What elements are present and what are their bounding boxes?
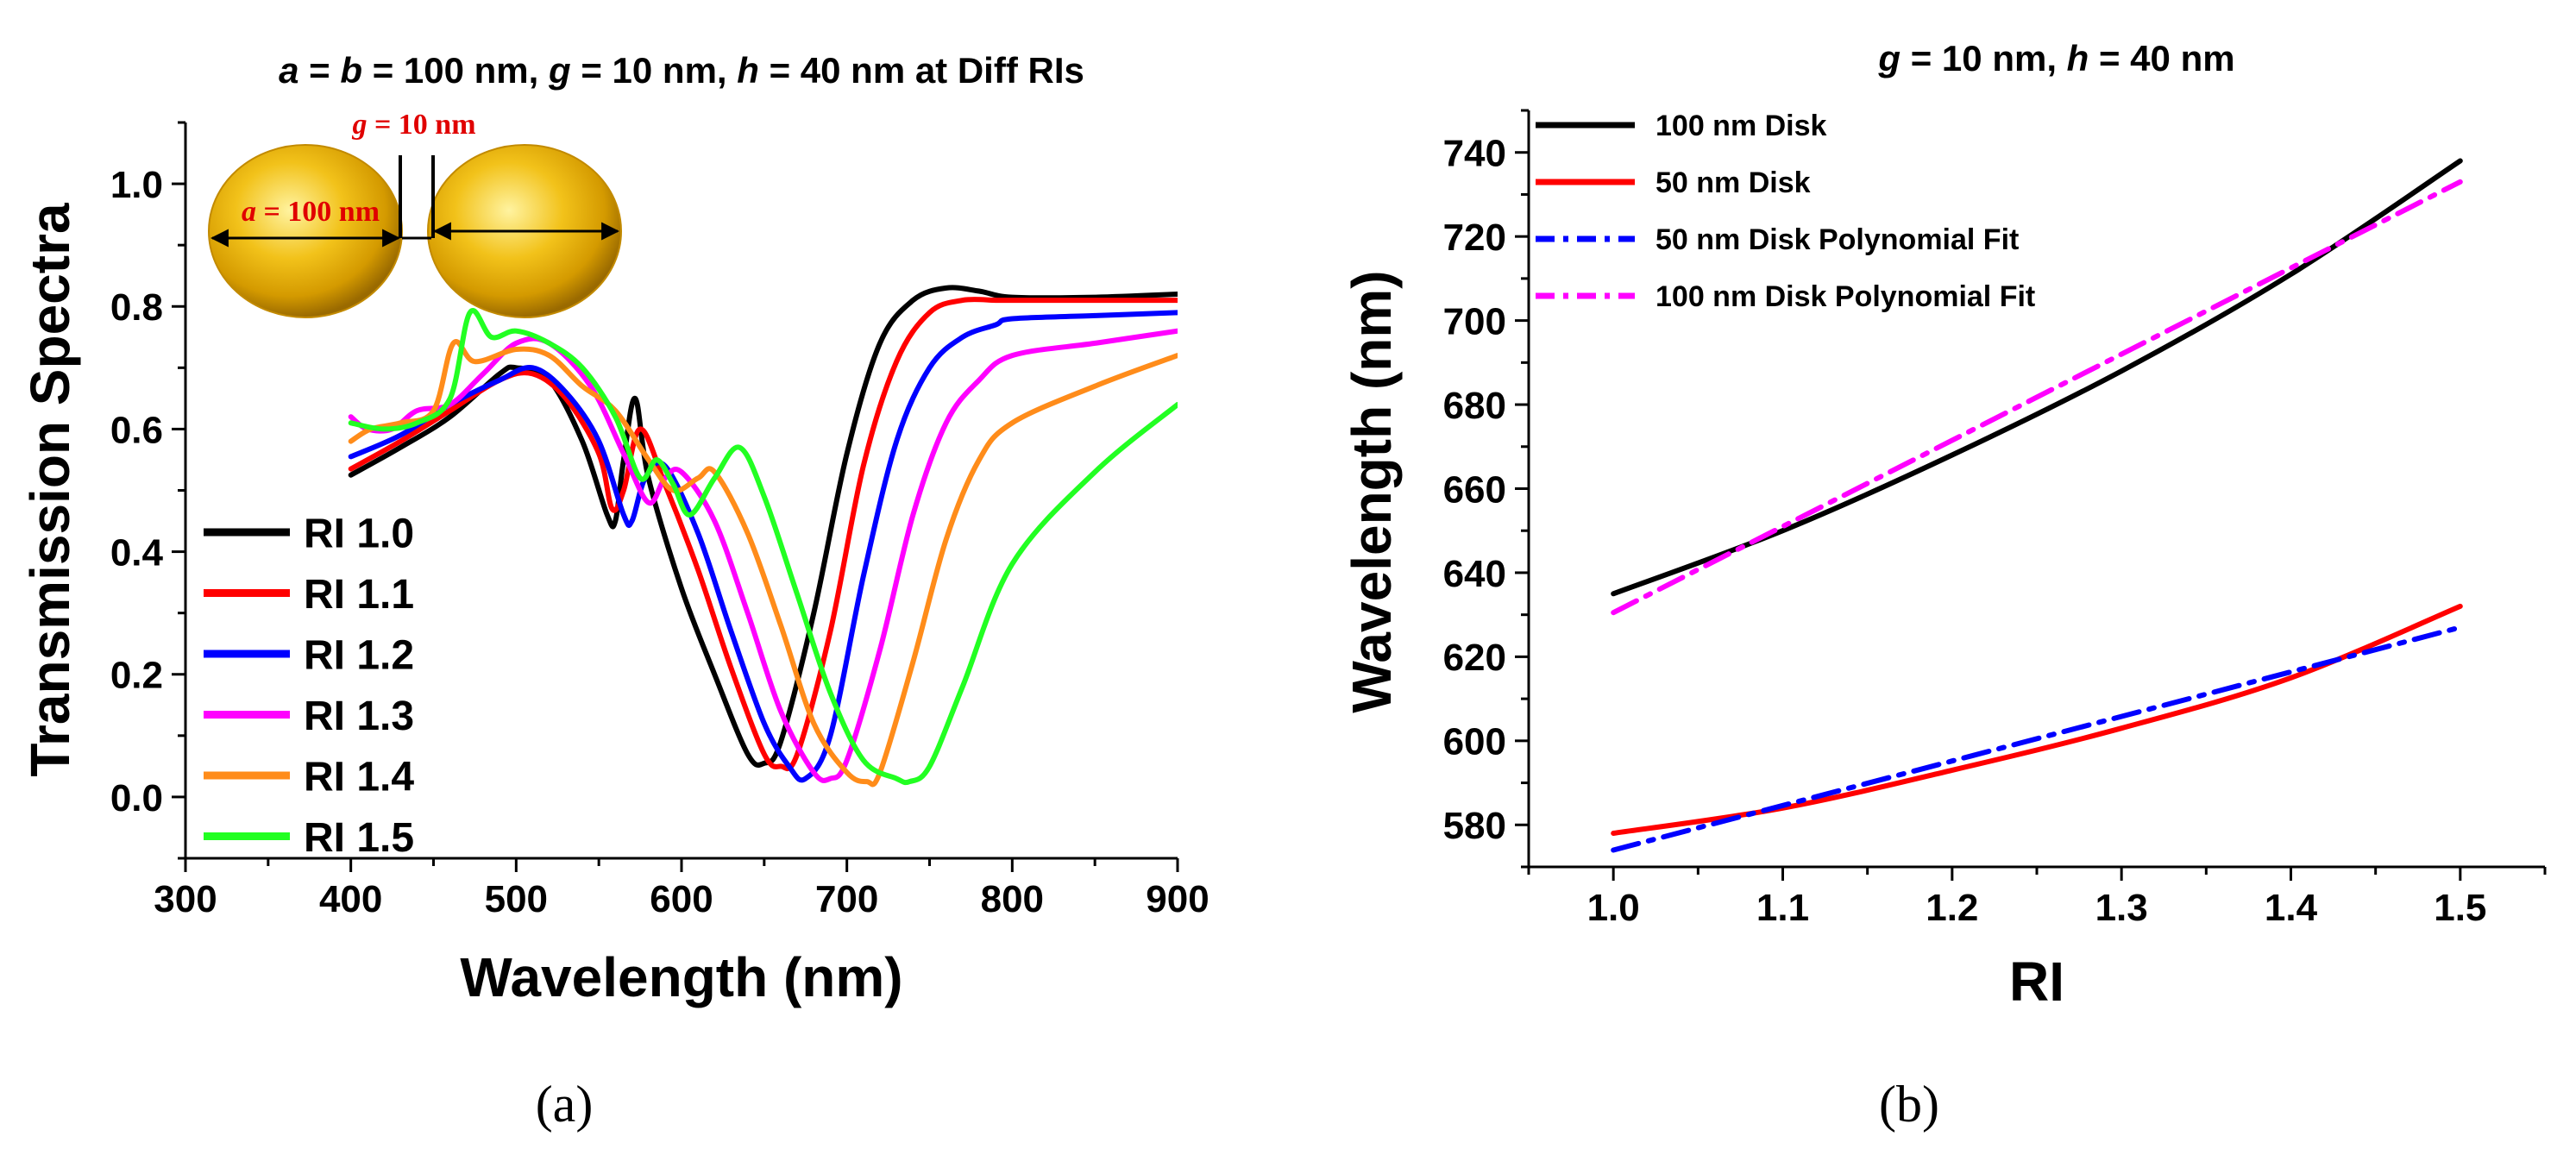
y-tick-label: 700 <box>1443 300 1506 342</box>
y-tick-label: 1.0 <box>110 164 163 206</box>
legend-label: RI 1.5 <box>304 815 414 861</box>
x-tick-label: 1.4 <box>2265 887 2318 929</box>
legend-label: RI 1.4 <box>304 754 414 800</box>
chart-b-series-group <box>1611 158 2463 853</box>
y-tick-label: 720 <box>1443 217 1506 259</box>
series-line-ri-1-5 <box>348 308 1178 786</box>
y-tick-label: 740 <box>1443 133 1506 175</box>
chart-b-ylabel: Wavelength (nm) <box>1341 270 1403 712</box>
series-line-ri-1-2 <box>348 310 1178 783</box>
x-tick-label: 800 <box>981 878 1044 920</box>
x-tick-label: 500 <box>485 878 548 920</box>
series-line-50-nm-disk-polynomial-fit <box>1611 625 2463 853</box>
legend-label: RI 1.3 <box>304 694 414 739</box>
x-tick-label: 1.5 <box>2434 887 2486 929</box>
y-tick-label: 660 <box>1443 468 1506 511</box>
x-tick-label: 600 <box>650 878 713 920</box>
legend-label: RI 1.1 <box>304 572 414 618</box>
legend-label: RI 1.2 <box>304 632 414 678</box>
legend-label: RI 1.0 <box>304 511 414 556</box>
y-tick-label: 620 <box>1443 637 1506 679</box>
chart-a-ylabel: Transmission Spectra <box>19 203 81 777</box>
y-tick-label: 0.0 <box>110 777 163 819</box>
x-tick-label: 1.2 <box>1926 887 1978 929</box>
chart-b-title: g = 10 nm, h = 40 nm <box>1877 38 2234 78</box>
y-tick-label: 0.6 <box>110 409 163 451</box>
legend-label: 100 nm Disk Polynomial Fit <box>1656 280 2035 313</box>
chart-a-inset: g = 10 nm a = 100 nm <box>208 109 622 318</box>
chart-b-legend: 100 nm Disk 50 nm Disk 50 nm Disk Polynomi… <box>1536 110 2035 313</box>
chart-a-title: a = b = 100 nm, g = 10 nm, h = 40 nm at … <box>279 50 1084 91</box>
chart-a-series-group <box>348 285 1178 788</box>
gap-label: g = 10 nm <box>351 109 475 141</box>
series-line-50-nm-disk <box>1611 603 2463 836</box>
x-tick-label: 900 <box>1146 878 1209 920</box>
caption-a: (a) <box>536 1076 594 1133</box>
chart-a-legend: RI 1.0 RI 1.1 RI 1.2 RI 1.3 RI 1.4 RI 1.5 <box>204 511 414 861</box>
y-tick-label: 0.8 <box>110 286 163 329</box>
series-line-100-nm-disk-polynomial-fit <box>1611 179 2463 616</box>
chart-a: a = b = 100 nm, g = 10 nm, h = 40 nm at … <box>19 50 1209 1008</box>
series-line-ri-1-1 <box>348 297 1178 772</box>
diameter-label: a = 100 nm <box>242 196 380 228</box>
y-tick-label: 680 <box>1443 385 1506 427</box>
y-tick-label: 640 <box>1443 553 1506 595</box>
y-tick-label: 600 <box>1443 721 1506 763</box>
chart-b: g = 10 nm, h = 40 nm 1.0 1.1 1.2 1.3 1.4 1.5 5… <box>1341 38 2547 1013</box>
legend-label: 50 nm Disk Polynomial Fit <box>1656 223 2019 256</box>
chart-b-xlabel: RI <box>2009 951 2064 1013</box>
legend-label: 50 nm Disk <box>1656 166 1811 199</box>
x-tick-label: 1.3 <box>2095 887 2148 929</box>
x-tick-label: 700 <box>815 878 878 920</box>
series-line-ri-1-3 <box>348 328 1178 783</box>
y-tick-label: 0.2 <box>110 655 163 697</box>
x-tick-label: 300 <box>154 878 217 920</box>
left-gold-disk <box>208 144 403 318</box>
chart-a-axes: 300 400 500 600 700 800 900 0.0 0.2 0.4 0.6 0.8 1.0 <box>110 121 1209 920</box>
chart-b-axes: 1.0 1.1 1.2 1.3 1.4 1.5 580 600 620 640 660 680 700 7… <box>1443 109 2547 929</box>
x-tick-label: 1.0 <box>1587 887 1640 929</box>
y-tick-label: 0.4 <box>110 531 164 574</box>
caption-b: (b) <box>1879 1076 1939 1133</box>
chart-a-xlabel: Wavelength (nm) <box>460 946 902 1008</box>
x-tick-label: 400 <box>319 878 382 920</box>
x-tick-label: 1.1 <box>1756 887 1809 929</box>
legend-label: 100 nm Disk <box>1656 110 1827 142</box>
y-tick-label: 580 <box>1443 805 1506 847</box>
